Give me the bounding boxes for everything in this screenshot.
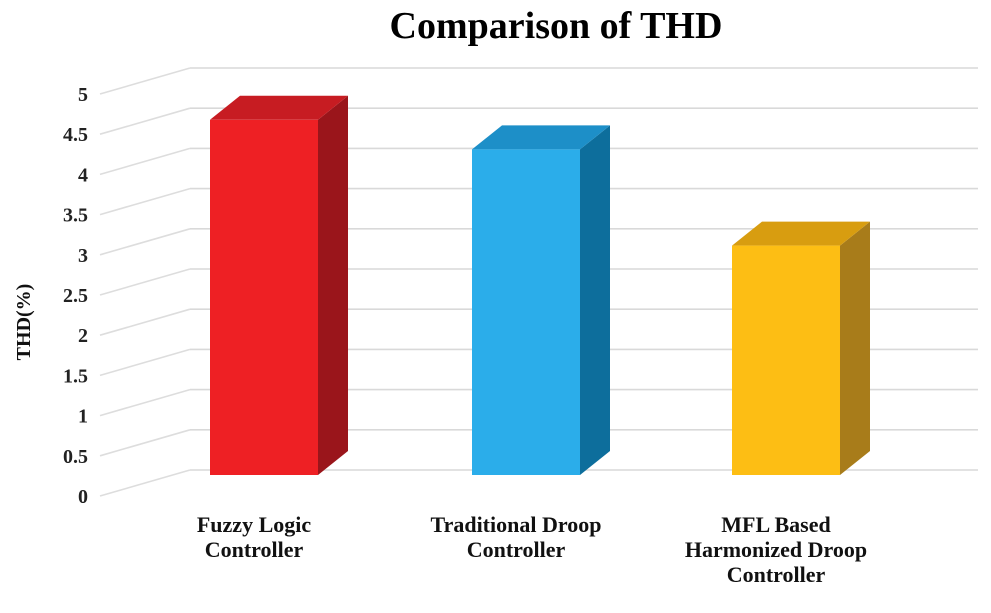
x-category-label-line: Harmonized Droop (685, 537, 867, 562)
bar (210, 95, 348, 476)
bar-front (472, 149, 580, 475)
y-tick-label: 5 (78, 84, 88, 106)
y-tick-label: 1 (78, 406, 88, 428)
x-category-label-line: MFL Based (721, 512, 830, 537)
bar-side (580, 125, 610, 476)
bar-side (840, 221, 870, 475)
x-category-label-line: Fuzzy Logic (197, 512, 311, 537)
y-tick-label: 1.5 (63, 365, 88, 387)
bar-side (318, 95, 348, 476)
y-tick-label: 2.5 (63, 285, 88, 307)
y-tick-label: 3.5 (63, 205, 88, 227)
chart-title: Comparison of THD (390, 5, 723, 47)
y-tick-label: 3 (78, 245, 88, 267)
bar-top (210, 95, 348, 120)
x-category-label-line: Controller (205, 537, 304, 562)
y-axis-ticks: 0 0.5 1 1.5 2 2.5 3 3.5 4 4.5 5 (63, 84, 88, 508)
bars (210, 95, 870, 476)
gridline (99, 67, 978, 95)
y-tick-label: 4.5 (63, 124, 88, 146)
bar (732, 221, 870, 475)
x-category-label-line: Traditional Droop (431, 512, 602, 537)
y-tick-label: 0 (78, 486, 88, 508)
y-tick-label: 4 (78, 164, 88, 186)
y-tick-label: 2 (78, 325, 88, 347)
x-category-label-line: Controller (727, 562, 826, 587)
y-axis-label: THD(%) (13, 284, 35, 361)
y-tick-label: 0.5 (63, 446, 88, 468)
bar-top (472, 125, 610, 150)
bar-front (210, 119, 318, 476)
bar (472, 125, 610, 476)
x-category-label-line: Controller (467, 537, 566, 562)
bar-front (732, 245, 840, 475)
bar-top (732, 221, 870, 246)
